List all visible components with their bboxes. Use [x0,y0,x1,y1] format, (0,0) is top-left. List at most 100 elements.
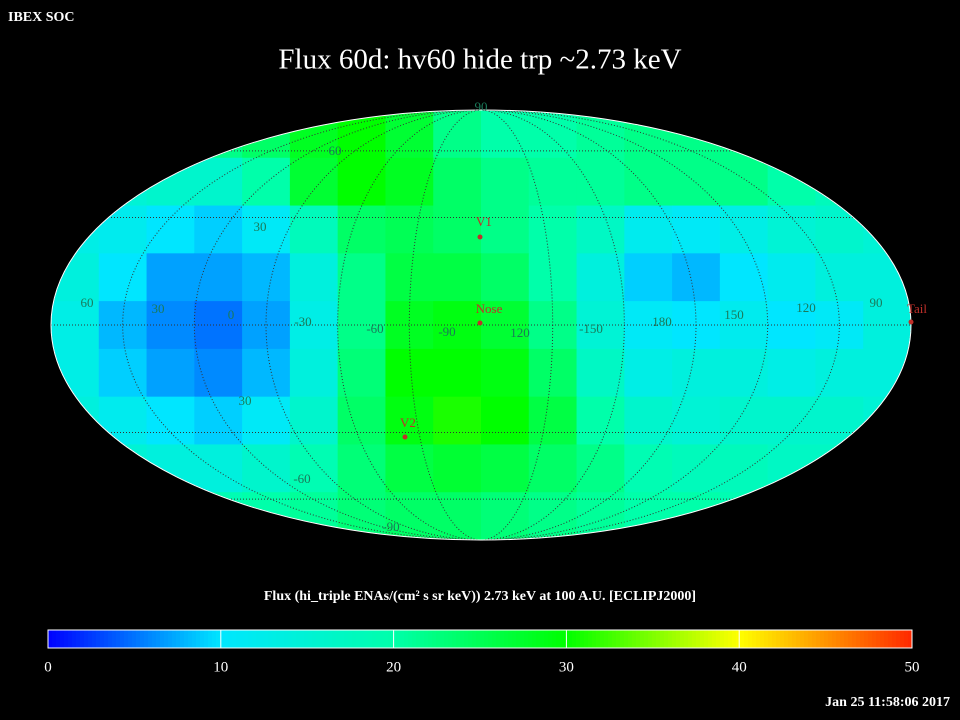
flux-cell [481,157,530,207]
grid-label: 90 [475,99,488,114]
colorbar-step [288,630,293,648]
map-labels: 90 60 30 60 30 0 -30 -60 -90 120 -150 180 150 120 90 30… [81,99,928,534]
flux-cell [576,205,625,254]
grid-label: -90 [382,519,399,534]
colorbar-step [348,630,353,648]
colorbar-step [276,630,281,648]
colorbar-step [692,630,697,648]
colorbar-step [440,630,445,648]
flux-cell [624,396,673,446]
colorbar-step [236,630,241,648]
colorbar-step [612,630,617,648]
flux-cell [385,253,434,302]
flux-cell [194,396,243,446]
colorbar-step [84,630,89,648]
colorbar-step [120,630,125,648]
colorbar-step [512,630,517,648]
colorbar-step [740,630,745,648]
colorbar-step [808,630,813,648]
flux-cell [672,157,721,207]
colorbar-step [428,630,433,648]
flux-cell [433,444,482,493]
flux-cell [433,157,482,207]
grid-label: 60 [81,295,94,310]
flux-cell [433,205,482,254]
colorbar-step [604,630,609,648]
colorbar-step [864,630,869,648]
colorbar-step [396,630,401,648]
colorbar-step [572,630,577,648]
flux-cell [481,348,530,398]
flux-cell [242,348,291,398]
colorbar-step [600,630,605,648]
flux-cell [242,205,291,254]
flux-cell [146,205,195,254]
colorbar-step [620,630,625,648]
colorbar-step [860,630,865,648]
flux-cell [719,205,769,254]
colorbar-step [616,630,621,648]
colorbar-label: Flux (hi_triple ENAs/(cm² s sr keV)) 2.7… [264,589,696,604]
flux-cell [576,396,625,446]
colorbar-step [88,630,93,648]
colorbar-step [520,630,525,648]
colorbar-step [184,630,189,648]
colorbar-step [644,630,649,648]
colorbar-step [716,630,721,648]
colorbar-step [504,630,509,648]
colorbar-step [668,630,673,648]
colorbar-step [804,630,809,648]
colorbar-tick-label: 30 [559,659,574,675]
flux-cell [385,348,434,398]
colorbar-step [788,630,793,648]
colorbar-step [664,630,669,648]
flux-cell [337,348,387,398]
flux-cell [528,253,578,302]
colorbar-step [300,630,305,648]
colorbar-step [776,630,781,648]
flux-cell [576,157,625,207]
colorbar-step [468,630,473,648]
colorbar-step [80,630,85,648]
flux-cell [433,396,482,446]
colorbar-step [800,630,805,648]
colorbar-step [212,630,217,648]
colorbar-step [256,630,261,648]
flux-cell [146,253,195,302]
colorbar-step [648,630,653,648]
colorbar-step [844,630,849,648]
colorbar-step [132,630,137,648]
flux-cell [815,348,864,398]
meridian [193,110,769,540]
colorbar-step [112,630,117,648]
colorbar-step [496,630,501,648]
colorbar-step [64,630,69,648]
colorbar-step [392,630,397,648]
colorbar-step [508,630,513,648]
meridian [265,110,697,540]
flux-cell [337,253,387,302]
flux-cell [194,348,243,398]
flux-cell [528,205,578,254]
colorbar-step [532,630,537,648]
flux-cell [528,110,578,159]
grid-label: 30 [152,301,165,316]
colorbar-step [832,630,837,648]
colorbar-step [60,630,65,648]
colorbar-step [836,630,841,648]
meridian [408,110,554,540]
colorbar-step [756,630,761,648]
grid-label: 30 [239,393,252,408]
flux-map [51,110,911,540]
colorbar-step [632,630,637,648]
colorbar-step [500,630,505,648]
flux-cell [98,301,148,350]
colorbar-step [744,630,749,648]
colorbar-step [904,630,909,648]
colorbar-step [872,630,877,648]
flux-cell [289,396,339,446]
colorbar-step [700,630,705,648]
colorbar-step [268,630,273,648]
grid-label: -60 [366,321,383,336]
